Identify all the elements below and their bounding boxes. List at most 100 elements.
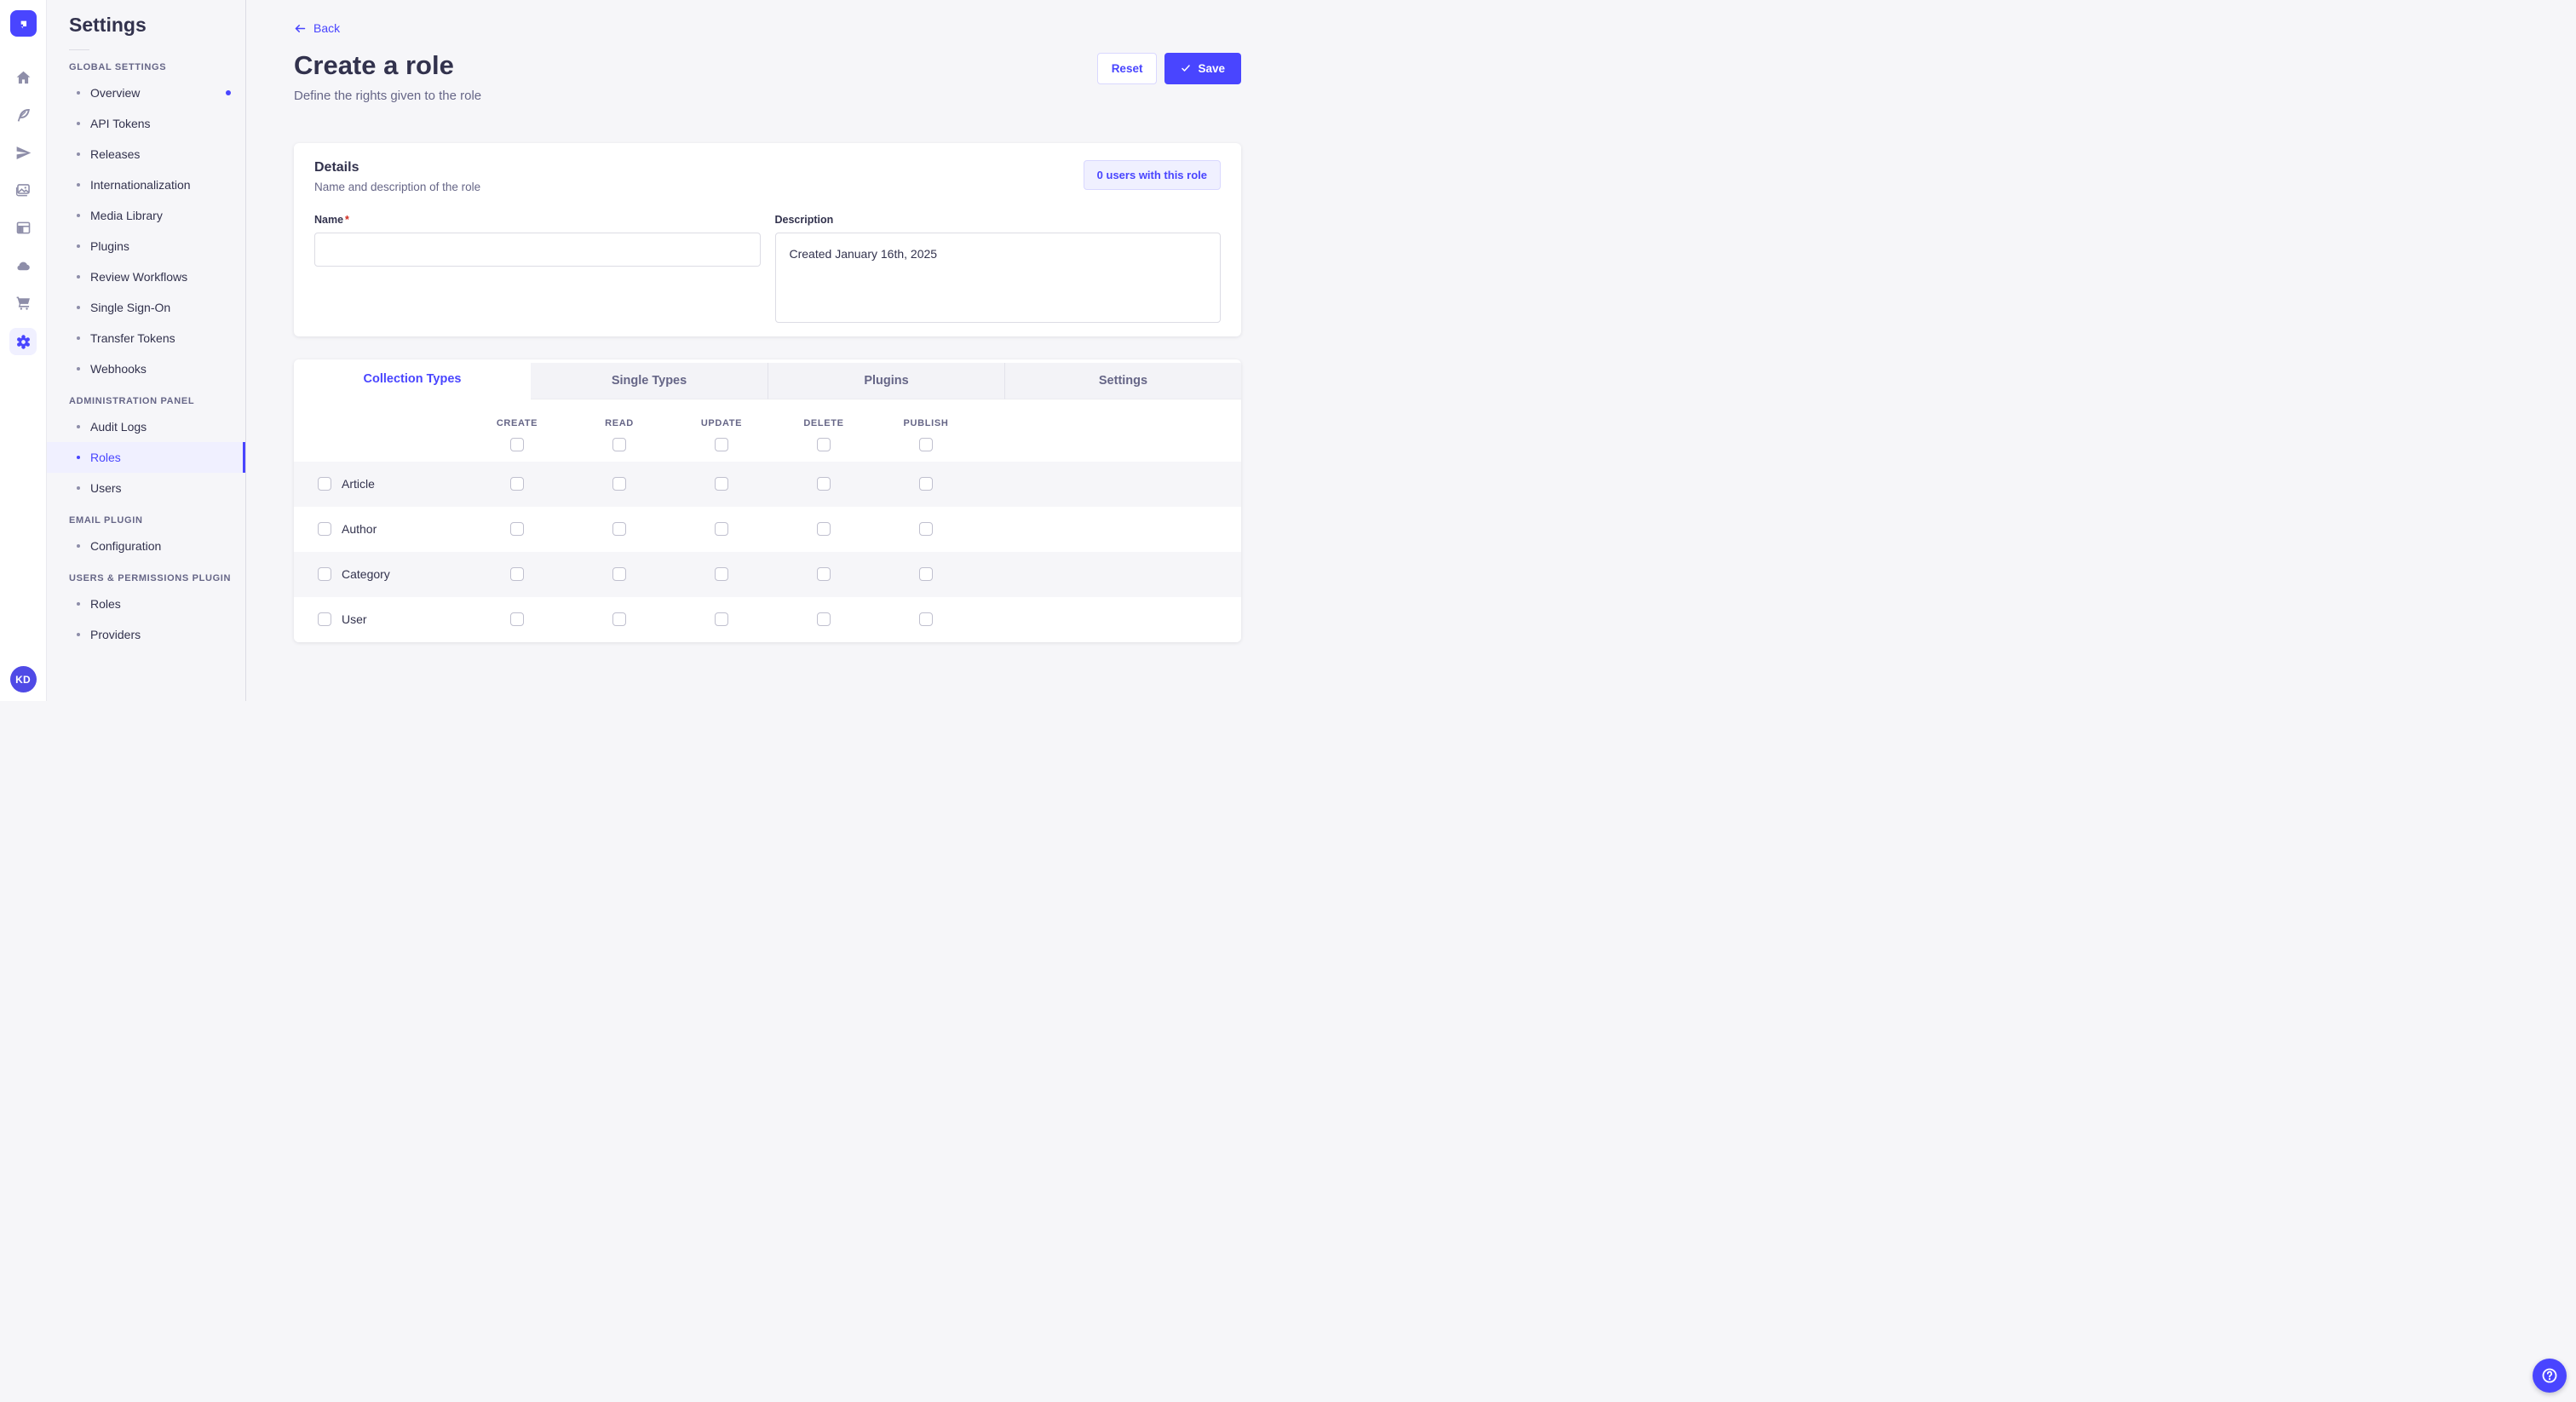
tab-single-types[interactable]: Single Types xyxy=(531,362,768,399)
name-label-text: Name xyxy=(314,213,344,226)
sidebar-item-single-sign-on[interactable]: Single Sign-On xyxy=(47,292,245,323)
author-delete-checkbox[interactable] xyxy=(817,522,831,536)
layout-icon[interactable] xyxy=(4,209,42,246)
author-row-checkbox[interactable] xyxy=(318,522,331,536)
category-create-checkbox[interactable] xyxy=(510,567,524,581)
save-label: Save xyxy=(1198,61,1225,75)
sidebar-item-label: Audit Logs xyxy=(90,420,147,434)
sidebar-item-webhooks[interactable]: Webhooks xyxy=(47,353,245,384)
tab-collection-types[interactable]: Collection Types xyxy=(294,359,531,399)
users-with-role-button[interactable]: 0 users with this role xyxy=(1083,159,1221,190)
sidebar-item-releases[interactable]: Releases xyxy=(47,139,245,170)
role-description-textarea[interactable]: Created January 16th, 2025 xyxy=(774,232,1221,323)
column-label-publish: PUBLISH xyxy=(903,417,949,428)
user-create-checkbox[interactable] xyxy=(510,612,524,626)
sidebar-item-api-tokens[interactable]: API Tokens xyxy=(47,108,245,139)
bullet-icon xyxy=(77,152,80,156)
role-name-input[interactable] xyxy=(314,232,761,267)
bullet-icon xyxy=(77,425,80,428)
sidebar-item-label: Providers xyxy=(90,628,141,641)
sidebar-item-media-library[interactable]: Media Library xyxy=(47,200,245,231)
section-header-users-permissions-plugin: USERS & PERMISSIONS PLUGIN xyxy=(69,573,232,583)
pictures-icon[interactable] xyxy=(4,171,42,209)
settings-gear-icon[interactable] xyxy=(4,321,42,362)
select-all-publish-checkbox[interactable] xyxy=(919,437,933,451)
article-read-checkbox[interactable] xyxy=(612,477,626,491)
category-row-checkbox[interactable] xyxy=(318,567,331,581)
category-read-checkbox[interactable] xyxy=(612,567,626,581)
bullet-icon xyxy=(77,183,80,187)
column-label-delete: DELETE xyxy=(803,417,844,428)
category-update-checkbox[interactable] xyxy=(715,567,728,581)
sidebar-item-audit-logs[interactable]: Audit Logs xyxy=(47,411,245,442)
bullet-icon xyxy=(77,633,80,636)
user-avatar[interactable]: KD xyxy=(9,666,37,692)
user-read-checkbox[interactable] xyxy=(612,612,626,626)
table-row-author: Author xyxy=(294,506,1241,552)
column-label-read: READ xyxy=(605,417,634,428)
cart-icon[interactable] xyxy=(4,284,42,321)
save-button[interactable]: Save xyxy=(1164,52,1241,84)
sidebar-item-configuration[interactable]: Configuration xyxy=(47,531,245,561)
tab-settings[interactable]: Settings xyxy=(1004,362,1241,399)
sidebar-item-roles-up[interactable]: Roles xyxy=(47,589,245,619)
sidebar-item-transfer-tokens[interactable]: Transfer Tokens xyxy=(47,323,245,353)
back-link[interactable]: Back xyxy=(294,21,340,35)
name-field-label: Name * xyxy=(314,214,761,226)
author-publish-checkbox[interactable] xyxy=(919,522,933,536)
table-row-user: User xyxy=(294,596,1241,642)
user-row-checkbox[interactable] xyxy=(318,612,331,626)
table-row-article: Article xyxy=(294,461,1241,507)
row-name-cell: Article xyxy=(294,477,466,491)
article-create-checkbox[interactable] xyxy=(510,477,524,491)
sidebar-item-overview[interactable]: Overview xyxy=(47,78,245,108)
feather-icon[interactable] xyxy=(4,96,42,134)
help-button[interactable] xyxy=(2533,1359,2567,1393)
sidebar-item-label: Single Sign-On xyxy=(90,301,171,314)
sidebar-item-review-workflows[interactable]: Review Workflows xyxy=(47,261,245,292)
sidebar-item-label: Roles xyxy=(90,451,121,464)
user-update-checkbox[interactable] xyxy=(715,612,728,626)
sidebar-item-label: Roles xyxy=(90,597,121,611)
article-delete-checkbox[interactable] xyxy=(817,477,831,491)
sidebar-item-users[interactable]: Users xyxy=(47,473,245,503)
details-card-header: Details Name and description of the role… xyxy=(314,159,1221,193)
bullet-icon xyxy=(77,602,80,606)
category-publish-checkbox[interactable] xyxy=(919,567,933,581)
row-label: Author xyxy=(342,522,377,536)
paper-plane-icon[interactable] xyxy=(4,134,42,171)
table-row-category: Category xyxy=(294,551,1241,597)
cloud-icon[interactable] xyxy=(4,246,42,284)
select-all-update-checkbox[interactable] xyxy=(715,437,728,451)
row-name-cell: Category xyxy=(294,567,466,581)
sidebar-item-label: Internationalization xyxy=(90,178,191,192)
sidebar-item-plugins[interactable]: Plugins xyxy=(47,231,245,261)
tab-plugins[interactable]: Plugins xyxy=(768,362,1004,399)
home-icon[interactable] xyxy=(4,59,42,96)
strapi-logo[interactable] xyxy=(9,10,37,37)
reset-button[interactable]: Reset xyxy=(1096,52,1158,84)
sidebar-item-internationalization[interactable]: Internationalization xyxy=(47,170,245,200)
author-create-checkbox[interactable] xyxy=(510,522,524,536)
select-all-create-checkbox[interactable] xyxy=(510,437,524,451)
author-read-checkbox[interactable] xyxy=(612,522,626,536)
article-row-checkbox[interactable] xyxy=(318,477,331,491)
article-update-checkbox[interactable] xyxy=(715,477,728,491)
permissions-tabs: Collection Types Single Types Plugins Se… xyxy=(294,359,1241,399)
select-all-delete-checkbox[interactable] xyxy=(817,437,831,451)
select-all-read-checkbox[interactable] xyxy=(612,437,626,451)
sidebar-item-providers[interactable]: Providers xyxy=(47,619,245,650)
details-subtitle: Name and description of the role xyxy=(314,180,481,193)
arrow-left-icon xyxy=(295,24,306,32)
row-name-cell: User xyxy=(294,612,466,626)
sidebar-item-roles-admin[interactable]: Roles xyxy=(47,442,245,473)
author-update-checkbox[interactable] xyxy=(715,522,728,536)
name-field-group: Name * xyxy=(314,214,761,327)
sidebar-item-label: Releases xyxy=(90,147,141,161)
sidebar-item-label: Transfer Tokens xyxy=(90,331,175,345)
user-delete-checkbox[interactable] xyxy=(817,612,831,626)
article-publish-checkbox[interactable] xyxy=(919,477,933,491)
category-delete-checkbox[interactable] xyxy=(817,567,831,581)
user-publish-checkbox[interactable] xyxy=(919,612,933,626)
bullet-icon xyxy=(77,244,80,248)
